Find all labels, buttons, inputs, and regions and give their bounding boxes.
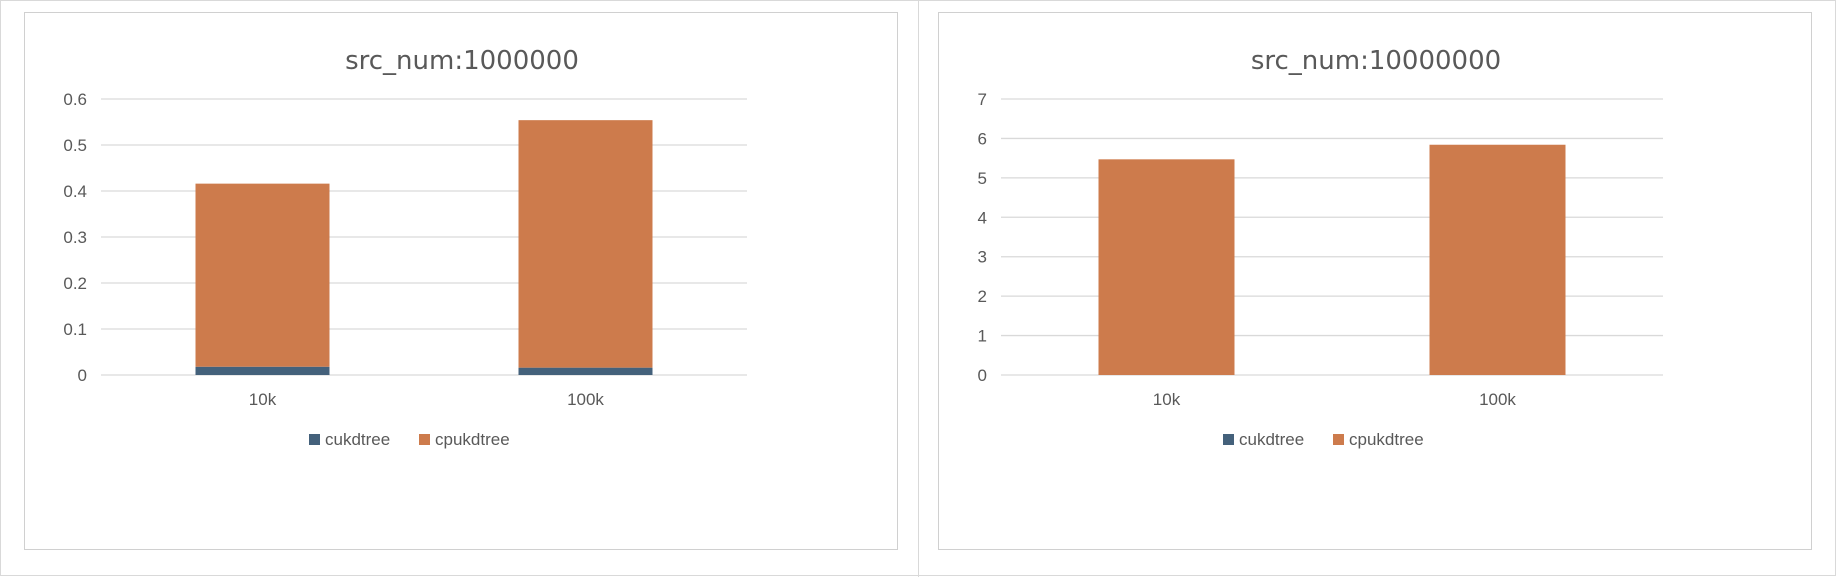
bar-cpukdtree-10k	[1098, 159, 1235, 375]
y-tick-label: 0.6	[63, 90, 87, 109]
y-tick-label: 0.1	[63, 320, 87, 339]
y-tick-label: 3	[978, 248, 987, 267]
chart-1-title: src_num:1000000	[345, 46, 579, 76]
y-tick-label: 0.4	[63, 182, 87, 201]
legend-label-cukdtree: cukdtree	[325, 430, 390, 449]
chart-1-x-axis: 10k 100k	[249, 390, 605, 409]
legend-label-cpukdtree: cpukdtree	[1349, 430, 1424, 449]
chart-2-container: src_num:10000000 0 1 2 3 4 5 6 7 10k 100k cukdtr…	[938, 12, 1812, 550]
legend-swatch-cukdtree	[1223, 434, 1234, 445]
x-tick-label: 10k	[1153, 390, 1181, 409]
x-tick-label: 100k	[567, 390, 604, 409]
y-tick-label: 4	[978, 208, 987, 227]
y-tick-label: 0.2	[63, 274, 87, 293]
chart-2-title: src_num:10000000	[1251, 46, 1501, 76]
y-tick-label: 0.3	[63, 228, 87, 247]
y-tick-label: 0.5	[63, 136, 87, 155]
y-tick-label: 6	[978, 129, 987, 148]
x-tick-label: 10k	[249, 390, 277, 409]
y-tick-label: 7	[978, 90, 987, 109]
chart-1-legend: cukdtree cpukdtree	[309, 430, 510, 449]
bar-cukdtree-100k	[518, 367, 653, 375]
bar-cpukdtree-100k	[518, 120, 653, 368]
legend-label-cukdtree: cukdtree	[1239, 430, 1304, 449]
y-tick-label: 2	[978, 287, 987, 306]
legend-label-cpukdtree: cpukdtree	[435, 430, 510, 449]
chart-2-svg: src_num:10000000 0 1 2 3 4 5 6 7 10k 100k cukdtr…	[978, 46, 1663, 449]
y-tick-label: 0	[978, 366, 987, 385]
y-tick-label: 0	[78, 366, 87, 385]
chart-2-legend: cukdtree cpukdtree	[1223, 430, 1424, 449]
bar-cpukdtree-100k	[1429, 144, 1566, 375]
legend-swatch-cpukdtree	[1333, 434, 1344, 445]
chart-1-bars	[195, 120, 653, 375]
chart-2-y-axis: 0 1 2 3 4 5 6 7	[978, 90, 987, 385]
chart-2-bars	[1098, 144, 1566, 375]
y-tick-label: 1	[978, 327, 987, 346]
cell-divider	[918, 1, 919, 577]
legend-swatch-cukdtree	[309, 434, 320, 445]
y-tick-label: 5	[978, 169, 987, 188]
chart-1-svg: src_num:1000000 00.10.20.30.40.50.6 10k 1…	[63, 46, 747, 449]
bar-cukdtree-10k	[195, 366, 330, 375]
x-tick-label: 100k	[1479, 390, 1516, 409]
chart-1-container: src_num:1000000 0 0.1 0.2 0.3 0.4 0.5 0.6 10k 1…	[24, 12, 898, 550]
chart-1-y-axis: 0 0.1 0.2 0.3 0.4 0.5 0.6	[63, 90, 87, 385]
legend-swatch-cpukdtree	[419, 434, 430, 445]
bar-cpukdtree-10k	[195, 183, 330, 367]
chart-2-x-axis: 10k 100k	[1153, 390, 1517, 409]
